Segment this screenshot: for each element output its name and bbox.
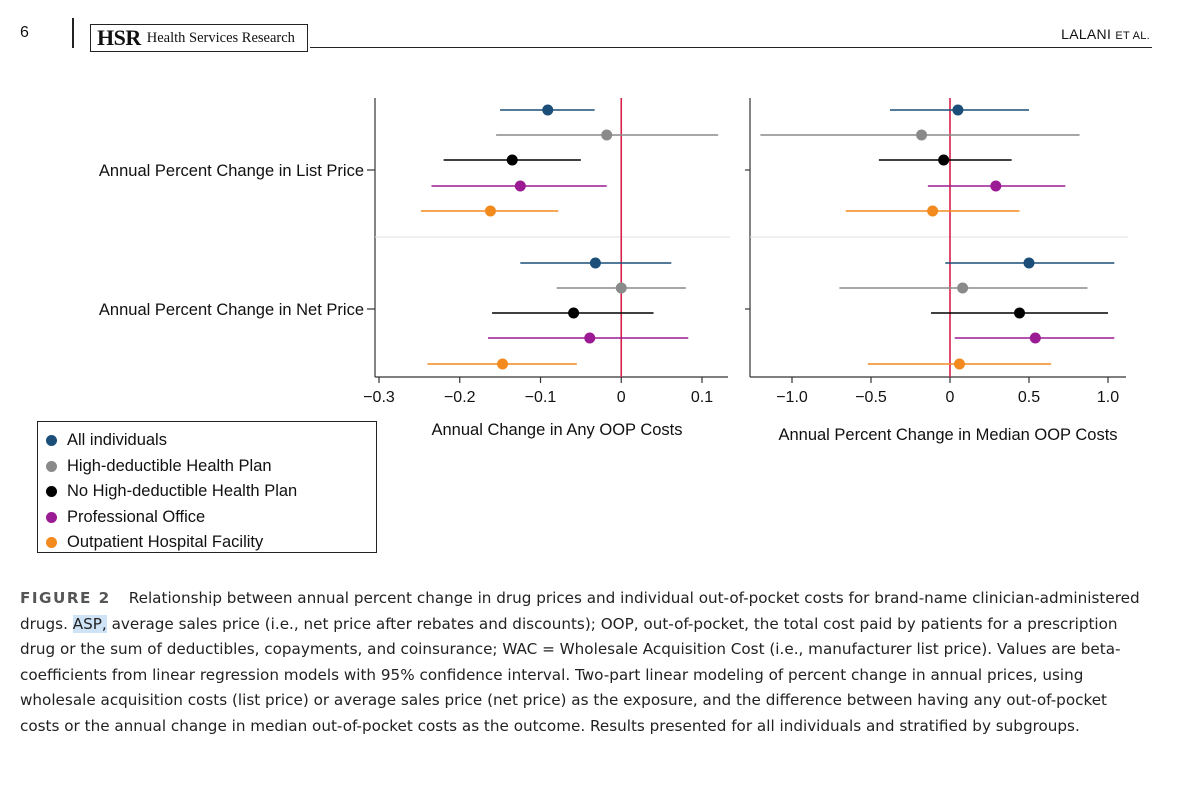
figure-label: FIGURE 2 [20, 589, 111, 607]
caption-highlight: ASP, [72, 614, 107, 633]
x-tick-label: 0.1 [691, 389, 713, 406]
point-estimate [1014, 307, 1026, 319]
legend-label: Outpatient Hospital Facility [67, 533, 264, 552]
legend-label: No High-deductible Health Plan [67, 482, 298, 501]
x-tick-label: −0.1 [525, 389, 557, 406]
legend-marker [46, 537, 57, 549]
legend: All individuals High-deductible Health Pl… [37, 421, 377, 553]
journal-logo: HSR Health Services Research [90, 24, 308, 52]
point-estimate [615, 282, 627, 294]
point-estimate [497, 358, 509, 370]
journal-name: Health Services Research [146, 29, 295, 46]
x-tick-label: −0.2 [444, 389, 476, 406]
group-label: Annual Percent Change in List Price [99, 162, 364, 180]
legend-label: High-deductible Health Plan [67, 456, 272, 475]
legend-item: No High-deductible Health Plan [38, 479, 376, 505]
x-axis-label: Annual Percent Change in Median OOP Cost… [778, 426, 1117, 444]
x-tick-label: 0 [617, 389, 626, 406]
point-estimate [1023, 257, 1035, 269]
author-header: LALANI ET AL. [1061, 26, 1150, 42]
caption-text-after: average sales price (i.e., net price aft… [20, 614, 1121, 735]
x-tick-label: −1.0 [776, 389, 808, 406]
x-tick-label: 1.0 [1097, 389, 1119, 406]
group-label: Annual Percent Change in Net Price [99, 301, 364, 319]
author-name: LALANI [1061, 26, 1112, 42]
journal-abbreviation: HSR [97, 25, 141, 50]
x-tick-label: 0.5 [1018, 389, 1040, 406]
legend-label: All individuals [67, 431, 167, 450]
x-tick-label: −0.3 [363, 389, 395, 406]
point-estimate [990, 180, 1002, 192]
caption-text-before: Relationship between annual percent chan… [20, 589, 1140, 633]
point-estimate [952, 104, 964, 116]
legend-item: Professional Office [38, 505, 376, 531]
legend-item: Outpatient Hospital Facility [38, 530, 376, 556]
point-estimate [568, 307, 580, 319]
author-suffix: ET AL. [1115, 30, 1150, 42]
point-estimate [506, 154, 518, 166]
legend-marker [46, 435, 57, 447]
point-estimate [953, 358, 965, 370]
forest-plot-figure: −0.3 −0.2 −0.1 0 0.1 Annual Change in Any OOP… [99, 98, 1128, 444]
point-estimate [916, 129, 928, 141]
x-tick-label: −0.5 [855, 389, 887, 406]
point-estimate [514, 180, 526, 192]
point-estimate [601, 129, 613, 141]
point-estimate [1029, 332, 1041, 344]
point-estimate [927, 205, 939, 217]
page-number: 6 [20, 24, 29, 41]
point-estimate [589, 257, 601, 269]
legend-marker [46, 460, 57, 472]
point-estimate [957, 282, 969, 294]
legend-marker [46, 511, 57, 523]
journal-separator [72, 18, 74, 48]
x-tick-label: 0 [946, 389, 955, 406]
legend-label: Professional Office [67, 507, 206, 526]
point-estimate [938, 154, 950, 166]
point-estimate [484, 205, 496, 217]
legend-item: High-deductible Health Plan [38, 454, 376, 480]
legend-item: All individuals [38, 428, 376, 454]
header-rule [310, 47, 1152, 48]
x-axis-label: Annual Change in Any OOP Costs [431, 421, 682, 439]
figure-caption: FIGURE 2 Relationship between annual perc… [20, 586, 1140, 739]
point-estimate [584, 332, 596, 344]
point-estimate [542, 104, 554, 116]
legend-marker [46, 486, 57, 498]
